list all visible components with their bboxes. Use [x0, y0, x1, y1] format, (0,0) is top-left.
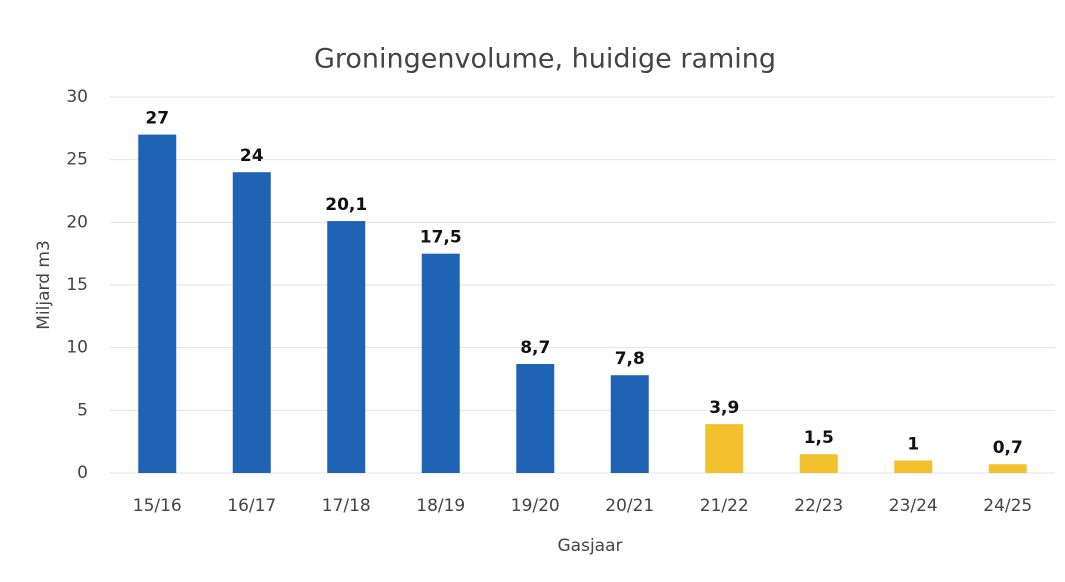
bar: [988, 464, 1027, 473]
value-label: 17,5: [420, 228, 462, 248]
x-tick-label: 16/17: [227, 496, 276, 516]
y-tick-label: 25: [66, 150, 88, 170]
value-label: 27: [145, 109, 169, 129]
x-tick-label: 20/21: [605, 496, 654, 516]
value-label: 0,7: [993, 438, 1023, 458]
bar: [516, 363, 555, 473]
bar: [894, 460, 933, 473]
x-axis-label: Gasjaar: [558, 536, 623, 556]
y-tick-label: 15: [66, 275, 88, 295]
value-label: 8,7: [520, 338, 550, 358]
bar: [232, 172, 271, 473]
x-tick-label: 19/20: [511, 496, 560, 516]
bar: [138, 134, 177, 473]
y-tick-label: 10: [66, 338, 88, 358]
bar: [799, 454, 838, 473]
y-tick-label: 5: [77, 400, 88, 420]
chart-title: Groningenvolume, huidige raming: [314, 44, 776, 75]
value-label: 20,1: [325, 195, 367, 215]
bar: [705, 424, 744, 473]
y-tick-label: 0: [77, 463, 88, 483]
value-label: 1: [907, 434, 919, 454]
x-tick-label: 23/24: [889, 496, 938, 516]
value-label: 24: [240, 146, 264, 166]
x-tick-label: 21/22: [700, 496, 749, 516]
value-label: 1,5: [804, 428, 834, 448]
bar: [327, 221, 366, 473]
bar: [421, 253, 460, 473]
y-tick-label: 30: [66, 87, 88, 107]
x-tick-label: 24/25: [983, 496, 1032, 516]
value-label: 3,9: [709, 398, 739, 418]
y-tick-label: 20: [66, 212, 88, 232]
bar: [610, 375, 649, 473]
value-label: 7,8: [615, 349, 645, 369]
x-tick-label: 22/23: [794, 496, 843, 516]
x-tick-label: 18/19: [416, 496, 465, 516]
y-axis-label: Miljard m3: [34, 240, 54, 330]
x-tick-label: 17/18: [322, 496, 371, 516]
x-tick-label: 15/16: [133, 496, 182, 516]
